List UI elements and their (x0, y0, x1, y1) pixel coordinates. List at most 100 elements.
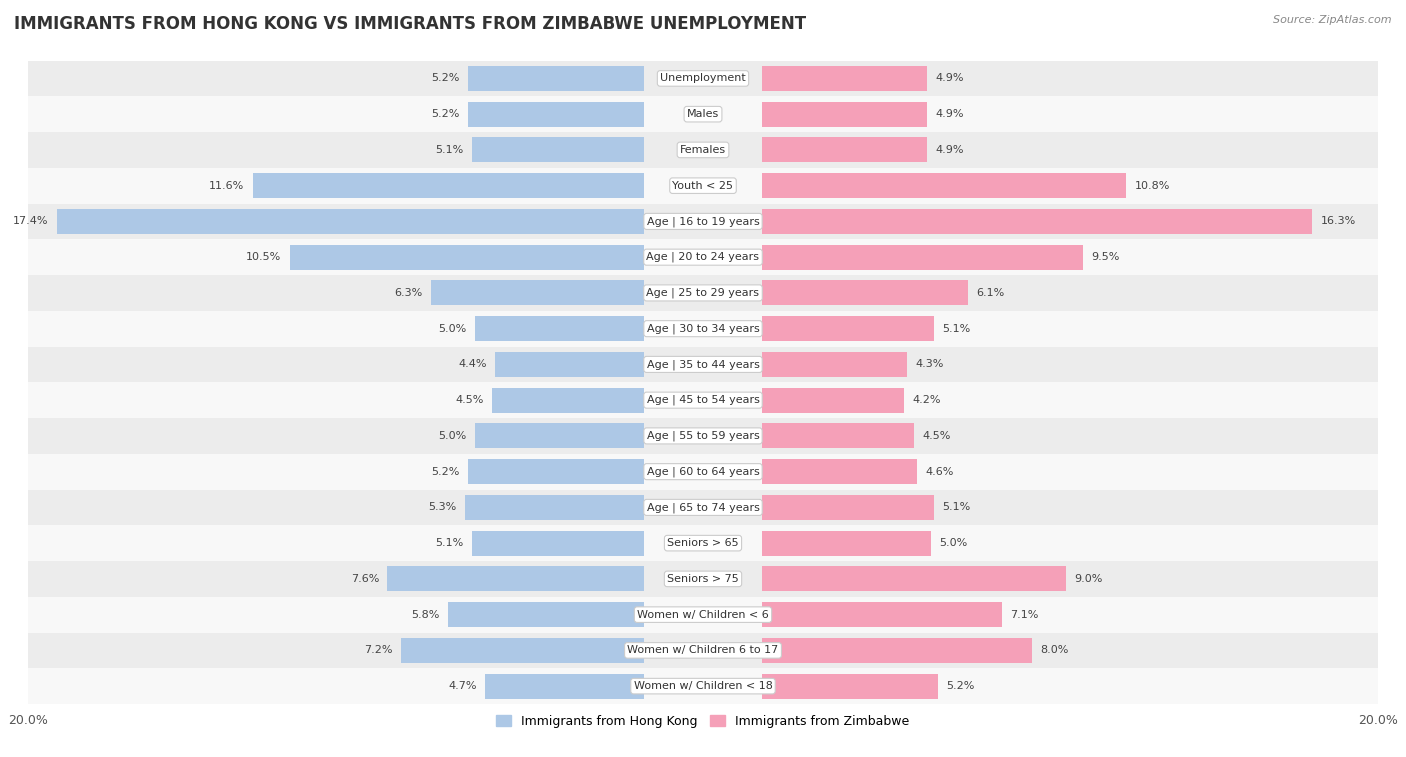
Text: 5.1%: 5.1% (436, 538, 464, 548)
Text: 10.5%: 10.5% (246, 252, 281, 262)
Bar (762, 173, 1126, 198)
Bar (485, 674, 644, 699)
Text: 9.0%: 9.0% (1074, 574, 1102, 584)
Text: Males: Males (688, 109, 718, 119)
Text: 5.0%: 5.0% (439, 324, 467, 334)
Bar (28, 61, 1378, 96)
Bar (56, 209, 644, 234)
Bar (472, 531, 644, 556)
Text: 4.4%: 4.4% (458, 360, 486, 369)
Text: 4.7%: 4.7% (449, 681, 477, 691)
Text: Seniors > 75: Seniors > 75 (666, 574, 740, 584)
Bar (468, 459, 644, 484)
Bar (28, 311, 1378, 347)
Bar (762, 423, 914, 448)
Bar (28, 453, 1378, 490)
Bar (28, 561, 1378, 597)
Bar (28, 418, 1378, 453)
Text: 10.8%: 10.8% (1135, 181, 1170, 191)
Text: Age | 25 to 29 years: Age | 25 to 29 years (647, 288, 759, 298)
Bar (762, 638, 1032, 663)
Text: Women w/ Children < 6: Women w/ Children < 6 (637, 609, 769, 620)
Bar (762, 531, 931, 556)
Bar (762, 566, 1066, 591)
Text: 5.1%: 5.1% (436, 145, 464, 155)
Bar (28, 275, 1378, 311)
Text: Age | 60 to 64 years: Age | 60 to 64 years (647, 466, 759, 477)
Bar (28, 633, 1378, 668)
Text: Unemployment: Unemployment (661, 73, 745, 83)
Text: 6.3%: 6.3% (395, 288, 423, 298)
Bar (28, 96, 1378, 132)
Text: Youth < 25: Youth < 25 (672, 181, 734, 191)
Text: Age | 35 to 44 years: Age | 35 to 44 years (647, 359, 759, 369)
Text: Age | 55 to 59 years: Age | 55 to 59 years (647, 431, 759, 441)
Text: 5.1%: 5.1% (942, 503, 970, 512)
Bar (762, 66, 928, 91)
Bar (762, 602, 1001, 627)
Text: 4.6%: 4.6% (925, 466, 955, 477)
Bar (762, 280, 967, 305)
Text: Age | 45 to 54 years: Age | 45 to 54 years (647, 395, 759, 406)
Text: 7.6%: 7.6% (350, 574, 380, 584)
Bar (495, 352, 644, 377)
Bar (762, 209, 1312, 234)
Text: Age | 30 to 34 years: Age | 30 to 34 years (647, 323, 759, 334)
Bar (28, 382, 1378, 418)
Bar (28, 239, 1378, 275)
Text: 5.1%: 5.1% (942, 324, 970, 334)
Text: 5.2%: 5.2% (946, 681, 974, 691)
Bar (28, 204, 1378, 239)
Bar (762, 138, 928, 163)
Text: Age | 16 to 19 years: Age | 16 to 19 years (647, 217, 759, 226)
Bar (475, 423, 644, 448)
Text: 5.0%: 5.0% (439, 431, 467, 441)
Text: Seniors > 65: Seniors > 65 (668, 538, 738, 548)
Bar (388, 566, 644, 591)
Text: 5.2%: 5.2% (432, 109, 460, 119)
Bar (475, 316, 644, 341)
Text: 8.0%: 8.0% (1040, 646, 1069, 656)
Bar (28, 347, 1378, 382)
Bar (432, 280, 644, 305)
Bar (762, 101, 928, 126)
Text: 4.2%: 4.2% (912, 395, 941, 405)
Bar (401, 638, 644, 663)
Text: Age | 20 to 24 years: Age | 20 to 24 years (647, 252, 759, 263)
Bar (762, 245, 1083, 269)
Bar (762, 495, 934, 520)
Text: IMMIGRANTS FROM HONG KONG VS IMMIGRANTS FROM ZIMBABWE UNEMPLOYMENT: IMMIGRANTS FROM HONG KONG VS IMMIGRANTS … (14, 15, 806, 33)
Legend: Immigrants from Hong Kong, Immigrants from Zimbabwe: Immigrants from Hong Kong, Immigrants fr… (491, 710, 915, 733)
Text: 4.9%: 4.9% (936, 73, 965, 83)
Text: 6.1%: 6.1% (976, 288, 1004, 298)
Bar (28, 525, 1378, 561)
Bar (28, 668, 1378, 704)
Text: 9.5%: 9.5% (1091, 252, 1119, 262)
Text: 16.3%: 16.3% (1320, 217, 1355, 226)
Text: 7.2%: 7.2% (364, 646, 392, 656)
Text: Source: ZipAtlas.com: Source: ZipAtlas.com (1274, 15, 1392, 25)
Bar (762, 316, 934, 341)
Bar (28, 597, 1378, 633)
Text: 4.9%: 4.9% (936, 145, 965, 155)
Bar (28, 490, 1378, 525)
Bar (468, 101, 644, 126)
Text: 4.9%: 4.9% (936, 109, 965, 119)
Bar (468, 66, 644, 91)
Text: 5.2%: 5.2% (432, 466, 460, 477)
Text: 11.6%: 11.6% (209, 181, 245, 191)
Bar (472, 138, 644, 163)
Bar (762, 459, 917, 484)
Bar (253, 173, 644, 198)
Text: Females: Females (681, 145, 725, 155)
Bar (762, 674, 938, 699)
Bar (762, 388, 904, 413)
Text: 4.5%: 4.5% (456, 395, 484, 405)
Text: 4.5%: 4.5% (922, 431, 950, 441)
Bar (492, 388, 644, 413)
Text: 17.4%: 17.4% (13, 217, 48, 226)
Text: 4.3%: 4.3% (915, 360, 943, 369)
Text: 5.2%: 5.2% (432, 73, 460, 83)
Bar (465, 495, 644, 520)
Bar (449, 602, 644, 627)
